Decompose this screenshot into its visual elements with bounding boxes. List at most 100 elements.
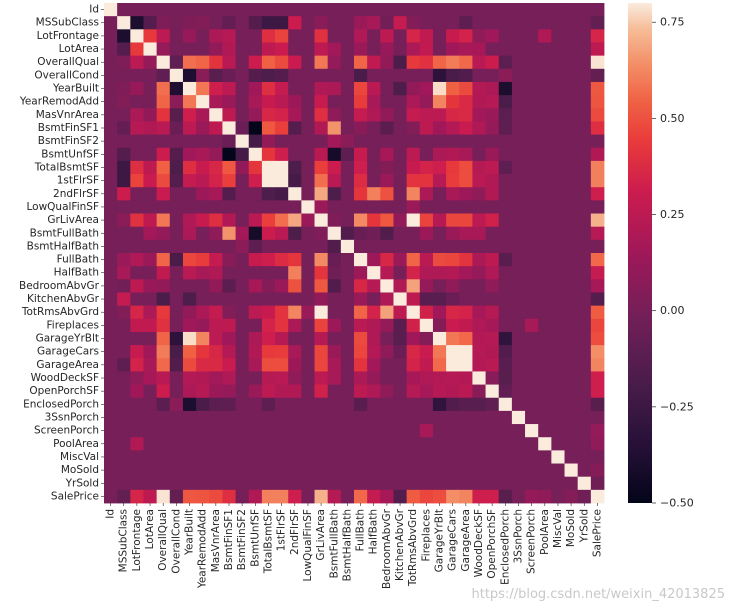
heatmap-cell [590, 68, 605, 83]
heatmap-cell [261, 305, 276, 320]
heatmap-cell [485, 68, 500, 83]
heatmap-cell [432, 55, 447, 70]
heatmap-cell [577, 160, 592, 175]
heatmap-cell [432, 331, 447, 346]
heatmap-cell [301, 121, 315, 135]
heatmap-cell [354, 384, 368, 399]
heatmap-cell [459, 410, 473, 425]
heatmap-cell [354, 68, 368, 83]
heatmap-cell [130, 253, 144, 267]
heatmap-cell [564, 358, 579, 372]
heatmap-cell [117, 226, 131, 241]
heatmap-cell [209, 213, 223, 228]
heatmap-cell [432, 81, 447, 96]
heatmap-cell [117, 476, 131, 491]
heatmap-cell [327, 358, 342, 372]
heatmap-cell [288, 450, 302, 464]
x-tick-label: LotArea [144, 509, 156, 549]
y-tick-label: GarageCars [37, 346, 99, 358]
heatmap-cell [248, 108, 263, 122]
heatmap-cell [406, 371, 421, 385]
heatmap-cell [446, 358, 460, 372]
heatmap-cell [498, 424, 513, 438]
heatmap-cell [196, 266, 210, 280]
heatmap-cell [130, 384, 144, 399]
heatmap-cell [169, 371, 184, 385]
heatmap-cell [182, 384, 197, 399]
heatmap-cell [577, 239, 592, 254]
heatmap-cell [485, 95, 500, 109]
heatmap-cell [301, 16, 315, 30]
heatmap-cell [538, 81, 552, 96]
heatmap-cell [446, 108, 460, 122]
heatmap-cell [104, 397, 118, 412]
heatmap-cell [196, 174, 210, 188]
heatmap-cell [117, 331, 131, 346]
heatmap-cell [564, 437, 579, 451]
heatmap-cell [314, 3, 329, 17]
y-tick-label: MasVnrArea [36, 109, 99, 121]
heatmap-cell [419, 3, 434, 17]
heatmap-cell [367, 424, 381, 438]
heatmap-cell [485, 239, 500, 254]
heatmap-cell [182, 16, 197, 30]
heatmap-cell [577, 450, 592, 464]
heatmap-cell [498, 384, 513, 399]
heatmap-cell [182, 358, 197, 372]
heatmap-cell [235, 450, 250, 464]
heatmap-cell [485, 345, 500, 359]
heatmap-cell [314, 305, 329, 320]
heatmap-cell [104, 318, 118, 333]
heatmap-cell [182, 463, 197, 478]
heatmap-cell [485, 226, 500, 241]
heatmap-cell [301, 358, 315, 372]
heatmap-cell [117, 345, 131, 359]
heatmap-cell [498, 305, 513, 320]
heatmap-cell [459, 358, 473, 372]
heatmap-cell [577, 108, 592, 122]
heatmap-cell [564, 371, 579, 385]
heatmap-cell [196, 42, 210, 57]
heatmap-cell [327, 121, 342, 135]
heatmap-cell [222, 200, 236, 214]
heatmap-cell [314, 95, 329, 109]
heatmap-cell [446, 450, 460, 464]
heatmap-cell [432, 174, 447, 188]
heatmap-cell [538, 239, 552, 254]
heatmap-cell [182, 489, 197, 504]
heatmap-cell [196, 160, 210, 175]
heatmap-cell [117, 266, 131, 280]
heatmap-cell [432, 187, 447, 201]
heatmap-cell [209, 55, 223, 70]
heatmap-cell [432, 450, 447, 464]
heatmap-cell [590, 81, 605, 96]
heatmap-cell [498, 213, 513, 228]
heatmap-cell [156, 450, 171, 464]
heatmap-cell [459, 95, 473, 109]
x-tick-label: LowQualFinSF [302, 509, 314, 582]
heatmap-cell [235, 81, 250, 96]
heatmap-cell [143, 108, 158, 122]
heatmap-cell [143, 384, 158, 399]
heatmap-cell [143, 134, 158, 149]
heatmap-cell [564, 55, 579, 70]
heatmap-cell [275, 68, 289, 83]
heatmap-cell [156, 463, 171, 478]
x-tick-label: 1stFlrSF [276, 509, 288, 551]
heatmap-cell [472, 476, 486, 491]
heatmap-cell [261, 358, 276, 372]
heatmap-cell [380, 384, 394, 399]
heatmap-cell [380, 81, 394, 96]
heatmap-cell [419, 279, 434, 293]
heatmap-cell [143, 463, 158, 478]
heatmap-cell [577, 358, 592, 372]
heatmap-cell [380, 226, 394, 241]
heatmap-cell [288, 305, 302, 320]
heatmap-cell [117, 318, 131, 333]
heatmap-cell [314, 108, 329, 122]
heatmap-cell [117, 160, 131, 175]
heatmap-cell [419, 68, 434, 83]
heatmap-cell [314, 463, 329, 478]
heatmap-cell [393, 424, 408, 438]
heatmap-cell [380, 292, 394, 307]
